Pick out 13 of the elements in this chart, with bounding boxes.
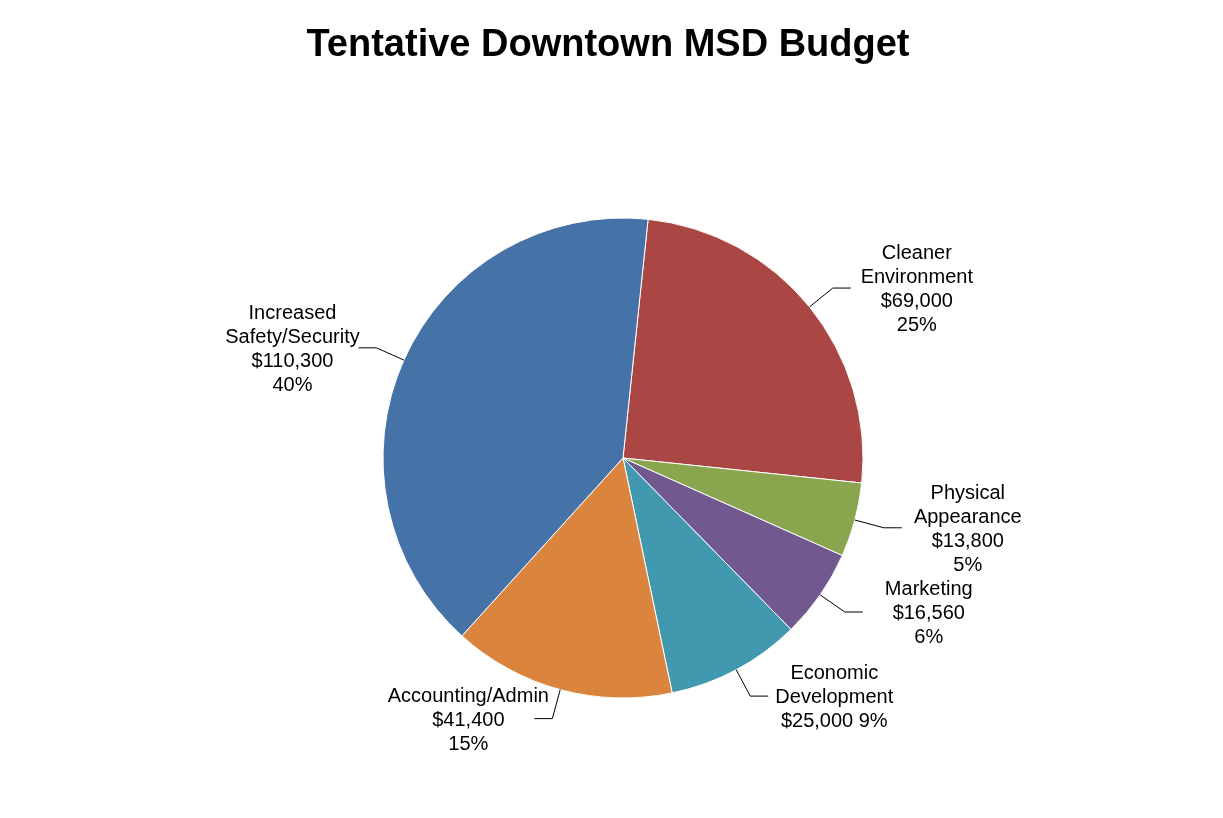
- data-label: $41,400 15%: [432, 707, 505, 754]
- data-label: $16,560 6%: [892, 600, 965, 647]
- slice-label: Marketing: [884, 576, 973, 599]
- slice-label: Cleaner Environment: [860, 241, 974, 288]
- slice-label: Physical Appearance: [913, 480, 1022, 527]
- data-label: $69,000 25%: [880, 289, 953, 336]
- data-label: $25,000 9%: [780, 709, 888, 732]
- data-label: $110,300 40%: [251, 348, 334, 395]
- data-label: $13,800 5%: [931, 528, 1004, 575]
- slice-label: Accounting/Admin: [387, 683, 549, 706]
- slice-label: Economic Development: [775, 661, 894, 708]
- chart-title: Tentative Downtown MSD Budget: [305, 21, 911, 66]
- slice-label: Increased Safety/Security: [225, 300, 360, 347]
